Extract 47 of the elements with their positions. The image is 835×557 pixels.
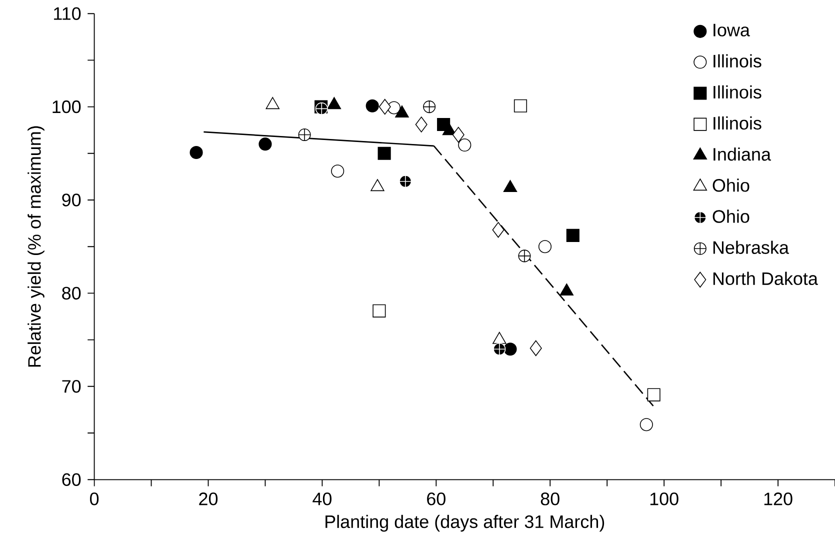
point [366,99,379,112]
point [514,99,528,112]
y-tick-label: 70 [62,380,81,393]
y-tick-label: 60 [62,473,81,486]
legend-label: Illinois [714,85,762,99]
point [415,116,428,132]
point [190,146,203,160]
x-tick-label: 0 [90,492,99,506]
point [530,340,542,356]
y-tick-label: 100 [52,100,81,114]
point [399,175,412,188]
point [492,222,504,238]
point [378,98,391,115]
y-tick-label: 80 [62,286,81,300]
x-tick-label: 60 [427,492,446,506]
point [372,304,386,318]
point [331,164,344,178]
point [647,388,660,402]
point [298,128,311,142]
legend-label: Illinois [714,116,762,130]
legend-label: Indiana [714,148,772,161]
point [493,342,506,356]
point [258,138,272,151]
point [504,342,517,356]
point [458,138,472,152]
point [566,228,580,242]
y-tick-label: 110 [54,7,81,20]
x-tick-label: 100 [650,492,678,506]
x-tick-label: 40 [312,492,332,506]
x-axis-title: Planting date (days after 31 March) [326,514,604,532]
point [423,100,436,114]
y-axis-title: Relative yield (% of maximum) [28,126,44,367]
legend-label: Ohio [712,178,750,192]
point [640,418,653,432]
y-tick-label: 90 [62,194,81,206]
x-tick-label: 120 [764,492,792,506]
point [538,240,552,254]
legend-label: Ohio [712,210,750,223]
legend-label: Illinois [714,54,762,68]
legend-label: North Dakota [713,272,818,286]
legend-label: Iowa [714,24,750,36]
legend-label: Nebraska [713,240,789,254]
point [518,250,531,262]
point [378,146,391,160]
point [452,126,464,143]
x-tick-label: 20 [199,492,218,506]
x-tick-label: 80 [540,492,560,506]
